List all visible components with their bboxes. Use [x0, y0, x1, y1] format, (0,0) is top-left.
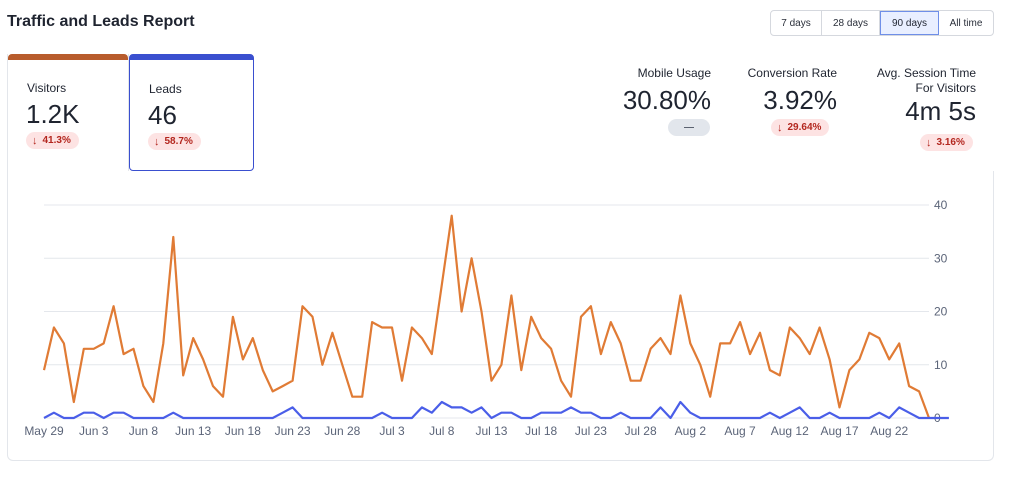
mobile-usage-change-badge: — [668, 119, 710, 136]
conversion-rate-label: Conversion Rate [747, 66, 837, 80]
visitors-value: 1.2K [26, 99, 80, 129]
x-tick-label: Aug 2 [675, 424, 707, 438]
conversion-rate-value: 3.92% [763, 85, 837, 115]
x-tick-label: Jul 23 [575, 424, 607, 438]
mobile-usage-label: Mobile Usage [637, 66, 711, 80]
avg-session-time-label-line2: For Visitors [915, 81, 976, 95]
visitors-change-value: 41.3% [42, 135, 71, 146]
leads-change-badge: ↓ 58.7% [148, 133, 201, 150]
avg-session-time-change-badge: ↓ 3.16% [920, 134, 973, 151]
range-7-days-button[interactable]: 7 days [771, 11, 822, 35]
conversion-rate-change-value: 29.64% [787, 122, 822, 133]
x-tick-label: May 29 [24, 424, 64, 438]
range-90-days-button[interactable]: 90 days [880, 11, 939, 35]
x-tick-label: Jul 28 [625, 424, 657, 438]
conversion-rate-metric: Conversion Rate 3.92% [730, 66, 837, 116]
date-range-selector: 7 days 28 days 90 days All time [770, 10, 994, 36]
avg-session-time-change-value: 3.16% [936, 137, 965, 148]
visitors-tile[interactable]: Visitors 1.2K ↓ 41.3% [7, 54, 129, 171]
x-tick-label: Aug 22 [870, 424, 908, 438]
leads-label: Leads [149, 82, 182, 96]
x-tick-label: Jun 23 [275, 424, 311, 438]
y-tick-label: 10 [934, 358, 948, 372]
mobile-usage-metric: Mobile Usage 30.80% [600, 66, 711, 116]
x-tick-label: Jul 3 [379, 424, 405, 438]
arrow-down-icon: ↓ [777, 121, 783, 134]
leads-color-bar [130, 55, 253, 60]
x-tick-label: Aug 7 [724, 424, 756, 438]
x-tick-label: Jun 13 [175, 424, 211, 438]
y-tick-label: 30 [934, 251, 948, 265]
x-tick-label: Jul 18 [525, 424, 557, 438]
conversion-rate-change-badge: ↓ 29.64% [771, 119, 830, 136]
leads-value: 46 [148, 100, 177, 130]
visitors-label: Visitors [27, 81, 67, 95]
x-tick-label: Jun 3 [79, 424, 109, 438]
x-tick-label: Jun 18 [225, 424, 261, 438]
visitors-color-bar [8, 54, 128, 60]
avg-session-time-value: 4m 5s [905, 96, 976, 126]
x-tick-label: Aug 12 [771, 424, 809, 438]
avg-session-time-label-line1: Avg. Session Time [876, 66, 976, 80]
mobile-usage-value: 30.80% [622, 85, 711, 115]
range-all-time-button[interactable]: All time [949, 17, 983, 29]
range-28-days-button[interactable]: 28 days [822, 11, 880, 35]
chart-container [7, 171, 994, 461]
x-tick-label: Aug 17 [820, 424, 858, 438]
avg-session-time-metric: Avg. Session Time For Visitors 4m 5s [860, 66, 976, 127]
visitors-change-badge: ↓ 41.3% [26, 132, 79, 149]
arrow-down-icon: ↓ [32, 134, 38, 147]
arrow-down-icon: ↓ [154, 135, 160, 148]
leads-series-line [43, 400, 949, 420]
x-tick-label: Jul 8 [429, 424, 455, 438]
arrow-down-icon: ↓ [926, 136, 932, 149]
leads-change-value: 58.7% [164, 136, 193, 147]
x-tick-label: Jun 8 [129, 424, 159, 438]
page-title: Traffic and Leads Report [7, 13, 195, 30]
visitors-series-line [42, 214, 931, 419]
y-tick-label: 40 [934, 198, 948, 212]
y-tick-label: 20 [934, 305, 948, 319]
x-tick-label: Jul 13 [475, 424, 507, 438]
x-tick-label: Jun 28 [324, 424, 360, 438]
leads-tile[interactable]: Leads 46 ↓ 58.7% [129, 54, 254, 171]
